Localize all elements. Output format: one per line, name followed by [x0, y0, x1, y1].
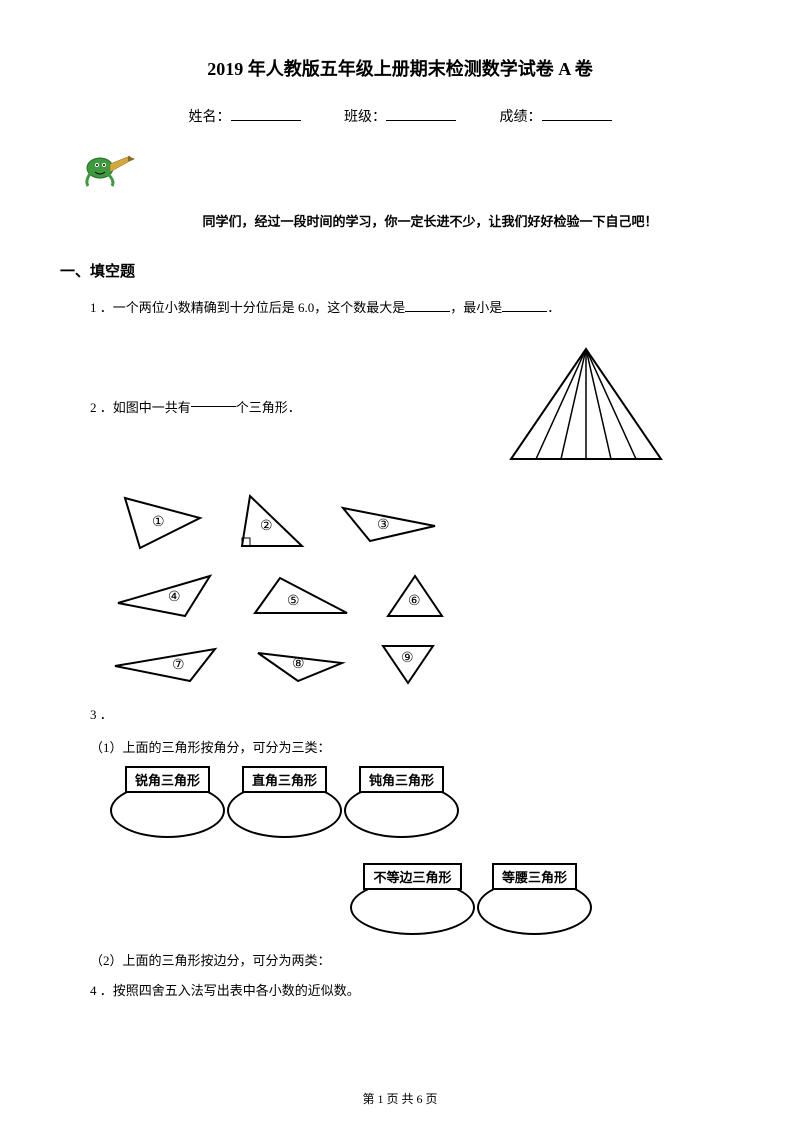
q1-suffix: ． — [547, 300, 560, 315]
triangle-1: ① — [110, 488, 205, 553]
pencil-mascot-icon — [80, 146, 740, 196]
student-info-row: 姓名： 班级： 成绩： — [60, 106, 740, 126]
triangle-2: ② — [230, 488, 310, 553]
side-category-boxes: 不等边三角形 等腰三角形 — [350, 863, 740, 935]
triangle-8: ⑧ — [250, 641, 350, 686]
right-label: 直角三角形 — [242, 766, 327, 793]
triangle-4: ④ — [110, 568, 220, 623]
svg-text:②: ② — [260, 519, 273, 534]
scalene-triangle-box: 不等边三角形 — [350, 863, 475, 935]
q3-sub2: （2）上面的三角形按边分，可分为两类： — [90, 950, 740, 969]
class-blank[interactable] — [386, 120, 456, 121]
scalene-label: 不等边三角形 — [363, 863, 461, 890]
triangle-7: ⑦ — [110, 641, 225, 686]
triangle-9: ⑨ — [375, 638, 440, 688]
triangle-6: ⑥ — [380, 568, 450, 623]
svg-text:⑥: ⑥ — [408, 594, 421, 609]
footer-mid: 页 共 — [383, 1092, 416, 1106]
svg-text:⑧: ⑧ — [292, 657, 305, 672]
isosceles-triangle-box: 等腰三角形 — [477, 863, 592, 935]
svg-text:④: ④ — [168, 590, 181, 605]
triangle-3: ③ — [335, 496, 440, 546]
obtuse-label: 钝角三角形 — [359, 766, 444, 793]
score-blank[interactable] — [542, 120, 612, 121]
obtuse-triangle-box: 钝角三角形 — [344, 766, 459, 838]
page-footer: 第 1 页 共 6 页 — [0, 1090, 800, 1107]
q1-prefix: 1 ．一个两位小数精确到十分位后是 6.0，这个数最大是 — [90, 300, 405, 315]
q2-suffix: 个三角形． — [236, 397, 301, 416]
name-blank[interactable] — [231, 120, 301, 121]
question-2: 2 ．如图中一共有 个三角形． — [90, 334, 740, 478]
q2-prefix: 2 ．如图中一共有 — [90, 397, 191, 416]
section-1-header: 一、填空题 — [60, 260, 740, 281]
question-1: 1 ．一个两位小数精确到十分位后是 6.0，这个数最大是 ，最小是 ． — [90, 296, 740, 319]
right-triangle-box: 直角三角形 — [227, 766, 342, 838]
footer-prefix: 第 — [362, 1092, 377, 1106]
nine-triangles-grid: ① ② ③ ④ ⑤ ⑥ ⑦ ⑧ ⑨ — [110, 488, 740, 688]
q1-blank-1[interactable] — [405, 311, 450, 312]
exam-title: 2019 年人教版五年级上册期末检测数学试卷 A 卷 — [60, 55, 740, 81]
name-label: 姓名： — [189, 110, 231, 125]
svg-text:③: ③ — [377, 518, 390, 533]
svg-text:①: ① — [152, 515, 165, 530]
intro-text: 同学们，经过一段时间的学习，你一定长进不少，让我们好好检验一下自己吧！ — [120, 211, 740, 230]
footer-suffix: 页 — [423, 1092, 438, 1106]
q2-blank[interactable] — [191, 406, 236, 407]
score-label: 成绩： — [500, 110, 542, 125]
fan-triangle-figure — [501, 344, 671, 468]
question-4: 4 ．按照四舍五入法写出表中各小数的近似数。 — [90, 979, 740, 1002]
triangle-5: ⑤ — [245, 568, 355, 623]
angle-category-boxes: 锐角三角形 直角三角形 钝角三角形 — [110, 766, 740, 838]
svg-text:⑤: ⑤ — [287, 594, 300, 609]
q1-mid: ，最小是 — [450, 300, 502, 315]
svg-text:⑨: ⑨ — [401, 651, 414, 666]
isosceles-label: 等腰三角形 — [492, 863, 577, 890]
class-label: 班级： — [344, 110, 386, 125]
q1-blank-2[interactable] — [502, 311, 547, 312]
question-3-label: 3 ． — [90, 703, 740, 726]
q3-sub1: （1）上面的三角形按角分，可分为三类： — [90, 737, 740, 756]
acute-triangle-box: 锐角三角形 — [110, 766, 225, 838]
svg-text:⑦: ⑦ — [172, 658, 185, 673]
acute-label: 锐角三角形 — [125, 766, 210, 793]
